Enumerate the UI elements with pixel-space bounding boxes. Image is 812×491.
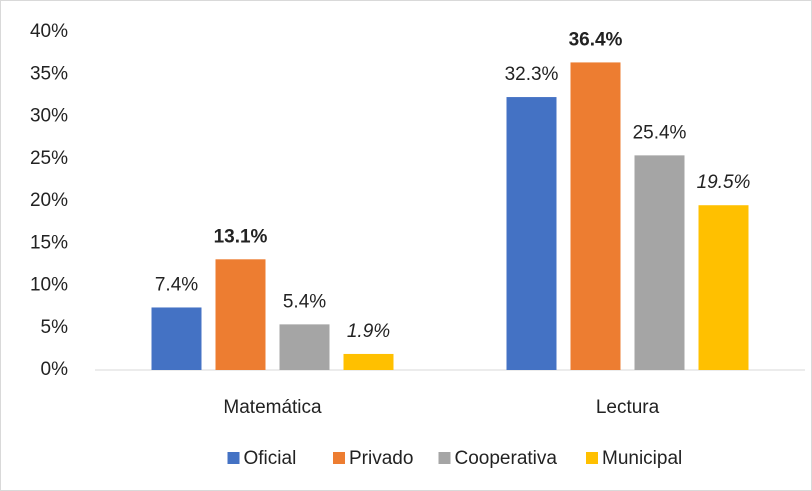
legend-swatch	[586, 452, 598, 464]
value-label: 25.4%	[633, 122, 687, 143]
bar	[698, 205, 749, 370]
x-tick-label: Lectura	[596, 397, 660, 418]
value-label: 13.1%	[214, 226, 268, 247]
bar	[151, 307, 202, 370]
value-label: 32.3%	[505, 64, 559, 85]
y-tick-label: 25%	[30, 148, 68, 169]
y-tick-label: 40%	[30, 21, 68, 42]
legend-swatch	[438, 452, 451, 464]
bar	[215, 259, 266, 370]
legend-swatch	[333, 452, 345, 464]
y-tick-label: 30%	[30, 106, 68, 127]
legend-label: Privado	[349, 448, 413, 469]
y-tick-label: 15%	[30, 232, 68, 253]
value-label: 5.4%	[283, 291, 326, 312]
legend-label: Municipal	[602, 448, 682, 469]
y-tick-label: 20%	[30, 190, 68, 211]
bar	[343, 353, 394, 370]
legend-label: Oficial	[244, 448, 297, 469]
value-label: 7.4%	[155, 274, 198, 295]
y-tick-label: 10%	[30, 275, 68, 296]
bar	[279, 324, 330, 370]
bar	[570, 62, 621, 371]
value-label: 36.4%	[569, 29, 623, 50]
x-tick-label: Matemática	[223, 397, 322, 418]
legend-swatch	[227, 452, 240, 464]
legend-label: Cooperativa	[455, 448, 558, 469]
y-tick-label: 35%	[30, 63, 68, 84]
value-label: 19.5%	[697, 172, 751, 193]
y-tick-label: 0%	[41, 359, 69, 380]
y-tick-label: 5%	[41, 317, 69, 338]
value-label: 1.9%	[347, 321, 390, 342]
bar	[506, 97, 557, 370]
bar	[634, 155, 685, 370]
